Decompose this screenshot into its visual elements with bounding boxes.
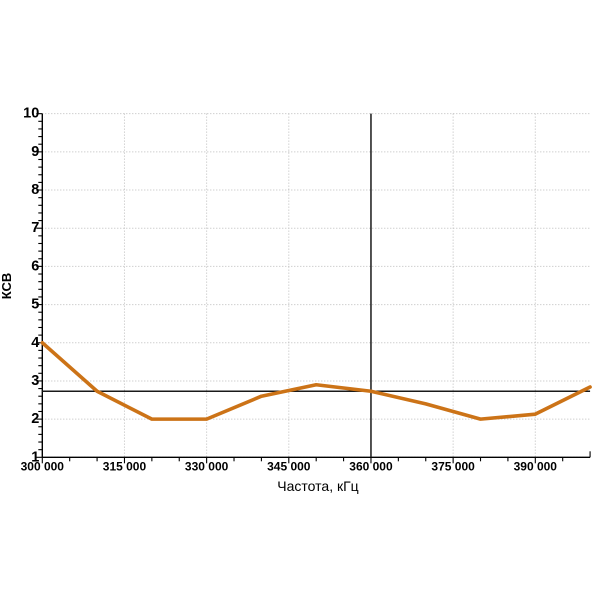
svg-text:1: 1	[31, 449, 39, 465]
svg-text:3: 3	[31, 373, 39, 389]
svg-text:5: 5	[31, 297, 39, 313]
svg-text:4: 4	[31, 335, 39, 351]
svg-text:7: 7	[31, 220, 39, 236]
svg-text:300 000: 300 000	[21, 459, 65, 473]
svg-text:8: 8	[31, 182, 39, 198]
svg-text:2: 2	[31, 411, 39, 427]
svg-text:390 000: 390 000	[514, 459, 558, 473]
svg-text:360 000: 360 000	[349, 459, 393, 473]
svg-text:КСВ: КСВ	[0, 273, 14, 300]
svg-text:10: 10	[23, 106, 39, 122]
svg-text:330 000: 330 000	[185, 459, 229, 473]
svg-text:Частота, кГц: Частота, кГц	[277, 478, 358, 494]
svg-text:6: 6	[31, 258, 39, 274]
svg-text:9: 9	[31, 144, 39, 160]
svg-text:375 000: 375 000	[431, 459, 475, 473]
svg-text:315 000: 315 000	[103, 459, 147, 473]
svg-text:345 000: 345 000	[267, 459, 311, 473]
